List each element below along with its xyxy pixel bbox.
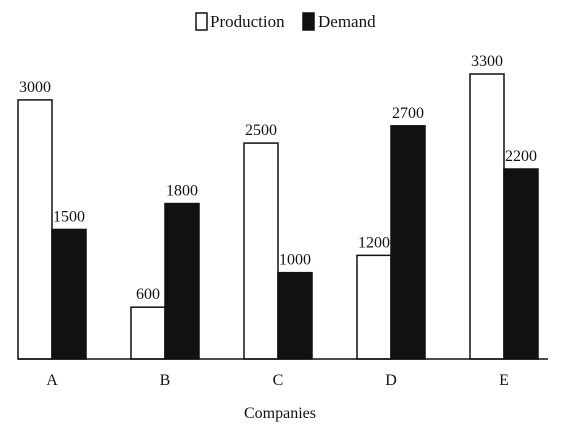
category-label-d: D bbox=[385, 372, 397, 389]
bar-demand-d bbox=[390, 125, 426, 360]
legend-label-demand: Demand bbox=[318, 12, 376, 31]
value-label-demand-d: 2700 bbox=[392, 105, 424, 122]
legend: Production Demand bbox=[195, 12, 376, 31]
bar-production-c bbox=[243, 142, 279, 360]
legend-swatch-production bbox=[195, 12, 208, 31]
category-label-a: A bbox=[46, 372, 58, 389]
bar-demand-c bbox=[277, 271, 313, 360]
category-label-b: B bbox=[160, 372, 171, 389]
bar-production-e bbox=[469, 73, 505, 360]
bar-production-b bbox=[130, 306, 166, 360]
value-label-demand-c: 1000 bbox=[279, 252, 311, 269]
bars-group bbox=[17, 73, 539, 360]
bar-production-d bbox=[356, 254, 392, 360]
value-label-production-c: 2500 bbox=[245, 122, 277, 139]
bar-demand-e bbox=[503, 168, 539, 360]
value-label-demand-a: 1500 bbox=[53, 208, 85, 225]
value-label-demand-e: 2200 bbox=[505, 148, 537, 165]
x-axis-label: Companies bbox=[244, 405, 316, 422]
value-label-production-a: 3000 bbox=[19, 79, 51, 96]
bar-demand-b bbox=[164, 202, 200, 360]
category-label-c: C bbox=[273, 372, 284, 389]
bar-demand-a bbox=[51, 228, 87, 360]
bar-production-a bbox=[17, 99, 53, 360]
value-labels-group: 3000 1500 600 1800 2500 1000 1200 2700 3300 2200 bbox=[19, 53, 537, 303]
legend-label-production: Production bbox=[210, 12, 285, 31]
category-label-e: E bbox=[499, 372, 509, 389]
value-label-production-b: 600 bbox=[136, 286, 160, 303]
value-label-production-e: 3300 bbox=[471, 53, 503, 70]
legend-swatch-demand bbox=[302, 12, 315, 31]
category-labels-group: A B C D E bbox=[46, 372, 509, 389]
value-label-production-d: 1200 bbox=[358, 234, 390, 251]
value-label-demand-b: 1800 bbox=[166, 183, 198, 200]
